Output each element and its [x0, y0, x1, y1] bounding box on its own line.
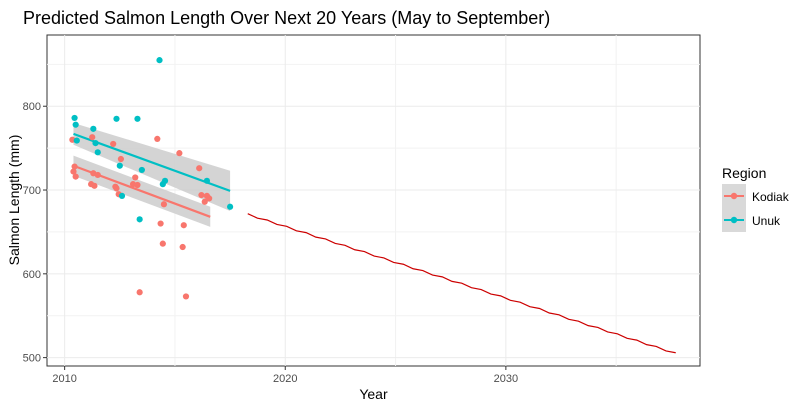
data-point-kodiak	[136, 289, 143, 296]
data-point-unuk	[113, 115, 120, 122]
legend: Region Kodiak Unuk	[722, 165, 790, 232]
axis-ticks: 2010 2020 2030 500 600 700 800	[23, 101, 518, 385]
data-point-kodiak	[206, 195, 213, 202]
data-point-kodiak	[117, 155, 125, 163]
legend-title: Region	[722, 165, 766, 181]
data-point-unuk	[92, 139, 99, 147]
data-point-kodiak	[196, 165, 203, 172]
data-point-unuk	[118, 192, 126, 199]
data-point-kodiak	[176, 150, 183, 157]
y-tick-label: 800	[23, 101, 41, 113]
data-point-kodiak	[160, 201, 168, 208]
data-point-kodiak	[179, 243, 186, 251]
data-point-unuk	[72, 121, 79, 128]
data-point-unuk	[134, 115, 141, 122]
legend-key-kodiak-point	[730, 192, 738, 200]
data-point-unuk	[116, 162, 123, 169]
data-point-kodiak	[182, 293, 190, 300]
data-point-kodiak	[70, 168, 77, 175]
prediction-line	[247, 213, 676, 354]
data-point-unuk	[94, 149, 101, 156]
data-point-unuk	[156, 57, 163, 64]
legend-label-kodiak: Kodiak	[752, 190, 790, 204]
data-point-unuk	[203, 177, 211, 184]
y-tick-label: 600	[23, 269, 41, 281]
data-point-kodiak	[159, 240, 166, 247]
data-point-kodiak	[132, 174, 139, 181]
data-point-unuk	[73, 137, 80, 144]
data-point-unuk	[71, 114, 78, 122]
data-point-kodiak	[113, 185, 120, 192]
data-point-unuk	[136, 216, 143, 223]
x-tick-label: 2030	[494, 373, 518, 385]
data-point-kodiak	[198, 191, 205, 199]
data-point-kodiak	[72, 173, 79, 180]
data-point-kodiak	[201, 198, 208, 205]
data-point-kodiak	[89, 134, 96, 141]
data-point-kodiak	[154, 135, 161, 143]
data-point-kodiak	[94, 171, 101, 179]
data-point-unuk	[227, 203, 234, 210]
chart-title: Predicted Salmon Length Over Next 20 Yea…	[23, 8, 550, 28]
x-tick-label: 2020	[273, 373, 297, 385]
x-axis-title: Year	[359, 386, 388, 402]
legend-label-unuk: Unuk	[752, 214, 781, 228]
data-points	[69, 57, 234, 300]
data-point-unuk	[90, 125, 97, 132]
data-point-kodiak	[91, 182, 98, 189]
y-tick-label: 700	[23, 185, 41, 197]
data-point-kodiak	[180, 222, 187, 229]
y-axis-title: Salmon Length (mm)	[6, 135, 22, 266]
x-tick-label: 2010	[52, 373, 76, 385]
data-point-kodiak	[110, 140, 117, 148]
data-point-kodiak	[71, 163, 78, 170]
data-point-kodiak	[134, 181, 141, 189]
data-point-unuk	[138, 166, 145, 174]
legend-key-unuk-point	[730, 216, 738, 224]
y-tick-label: 500	[23, 353, 41, 365]
data-point-unuk	[161, 177, 169, 184]
data-point-kodiak	[157, 220, 164, 227]
